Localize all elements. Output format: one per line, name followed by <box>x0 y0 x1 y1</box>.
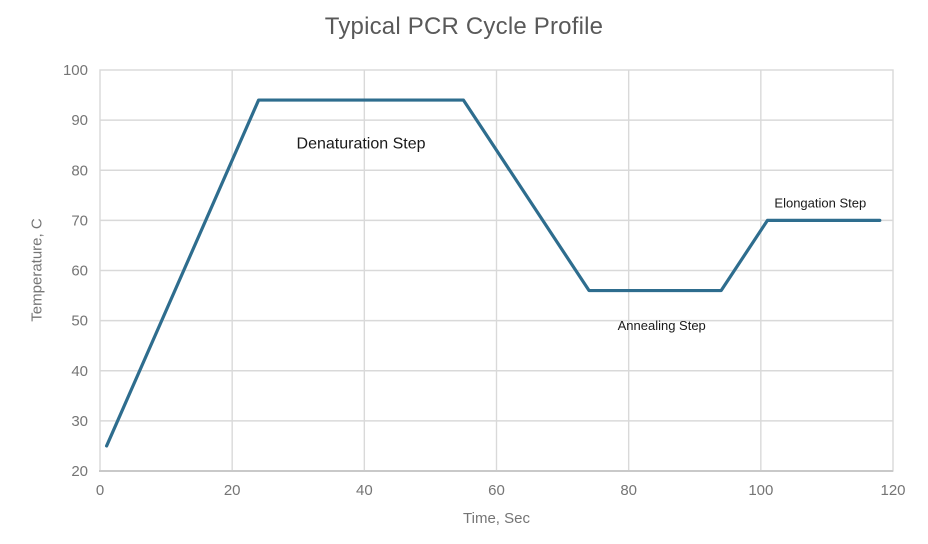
y-tick-label: 50 <box>71 313 88 330</box>
x-tick-label: 100 <box>748 482 773 499</box>
x-tick-label: 60 <box>488 482 505 499</box>
annotation-label: Annealing Step <box>618 318 706 333</box>
chart-title: Typical PCR Cycle Profile <box>324 13 604 40</box>
x-tick-label: 40 <box>356 482 373 499</box>
y-tick-label: 70 <box>71 212 88 229</box>
y-tick-label: 20 <box>71 463 88 480</box>
y-tick-label: 60 <box>71 263 88 280</box>
x-tick-label: 20 <box>224 482 241 499</box>
y-tick-label: 80 <box>71 162 88 179</box>
x-tick-label: 80 <box>620 482 637 499</box>
x-tick-label: 0 <box>96 482 104 499</box>
y-tick-label: 40 <box>71 363 88 380</box>
y-tick-label: 30 <box>71 413 88 430</box>
annotation-label: Elongation Step <box>774 195 866 210</box>
annotation-label: Denaturation Step <box>297 135 426 152</box>
y-tick-label: 100 <box>63 62 88 79</box>
y-tick-label: 90 <box>71 112 88 129</box>
x-tick-label: 120 <box>880 482 905 499</box>
x-axis-title: Time, Sec <box>463 510 530 527</box>
series-line <box>105 98 882 448</box>
